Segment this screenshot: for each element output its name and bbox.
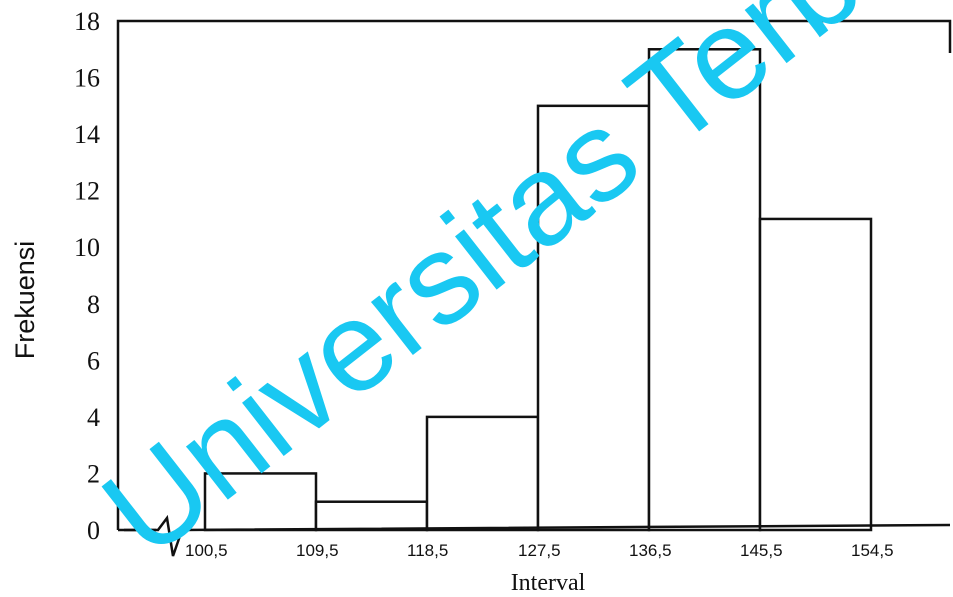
- x-tick-labels: 100,5 109,5 118,5 127,5 136,5 145,5 154,5: [185, 541, 894, 560]
- y-tick-label: 16: [74, 64, 100, 93]
- histogram-bar-6: [758, 217, 873, 532]
- y-tick-label: 12: [74, 177, 100, 206]
- y-tick-label: 8: [87, 290, 100, 319]
- histogram-bar-5: [647, 48, 762, 532]
- x-tick-label: 100,5: [185, 541, 228, 560]
- x-tick-label: 118,5: [407, 541, 448, 560]
- axis-break-mark: [124, 514, 184, 557]
- x-tick-label: 145,5: [740, 541, 783, 560]
- histogram-bar-2: [314, 500, 429, 532]
- x-tick-label: 109,5: [296, 541, 339, 560]
- x-axis-label: Interval: [511, 570, 586, 596]
- x-tick-label: 154,5: [851, 541, 894, 560]
- y-axis-label: Frekuensi: [10, 241, 40, 360]
- y-tick-label: 14: [74, 120, 100, 149]
- x-tick-label: 127,5: [518, 541, 561, 560]
- bars-layer: [203, 48, 873, 532]
- histogram-bar-3: [425, 415, 540, 532]
- histogram-bar-1: [203, 472, 318, 532]
- y-tick-label: 0: [87, 516, 100, 545]
- y-tick-label: 6: [87, 346, 100, 375]
- histogram-bar-4: [536, 104, 651, 532]
- y-tick-label: 18: [74, 7, 100, 36]
- y-tick-label: 2: [87, 459, 100, 488]
- x-tick-label: 136,5: [629, 541, 672, 560]
- y-tick-label: 10: [74, 233, 100, 262]
- y-tick-labels: 0 2 4 6 8 10 12 14 16 18: [74, 7, 100, 545]
- y-tick-label: 4: [87, 403, 100, 432]
